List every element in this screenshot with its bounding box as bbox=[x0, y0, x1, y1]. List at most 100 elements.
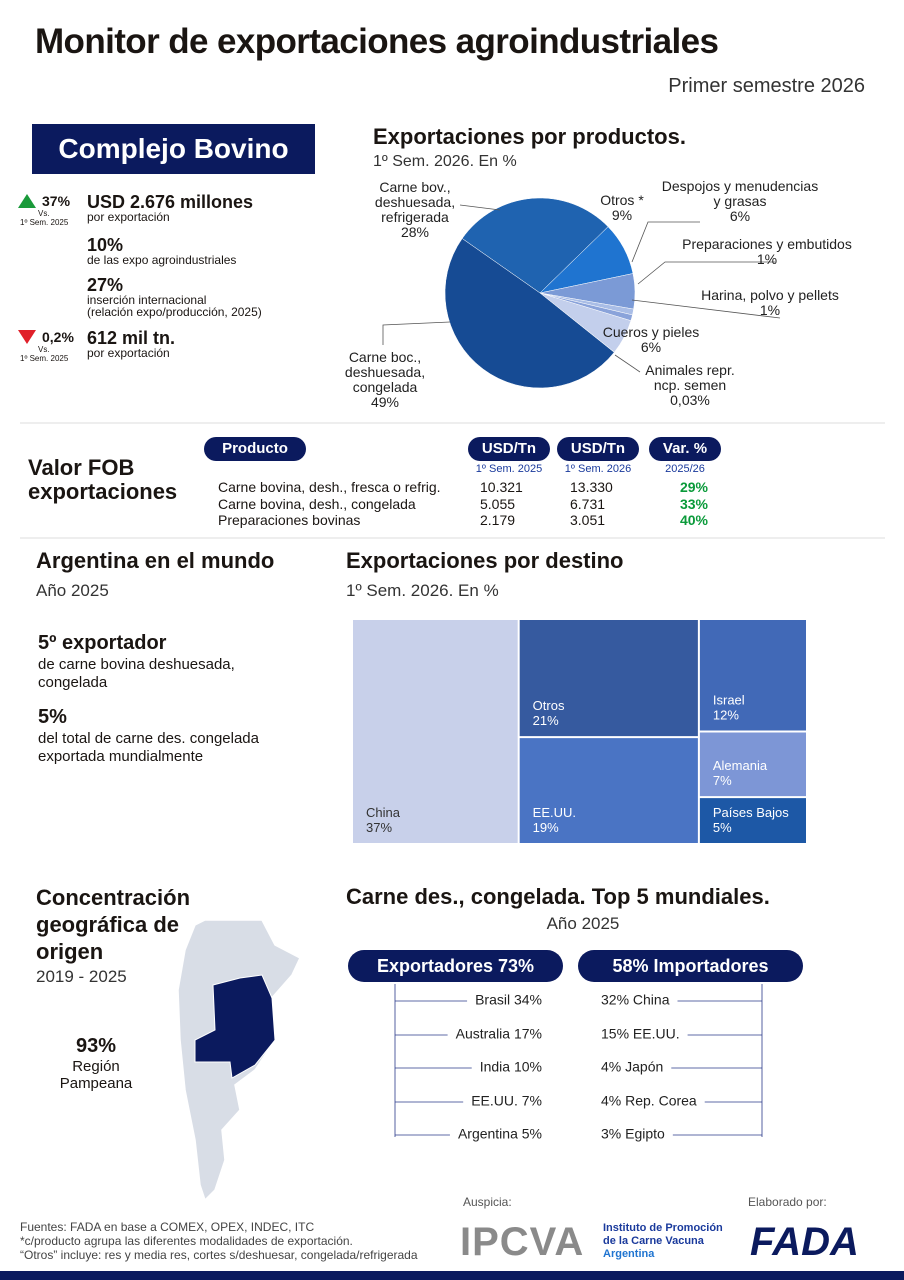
footer-source: *c/producto agrupa las diferentes modali… bbox=[20, 1234, 353, 1248]
stat-value: 612 mil tn. bbox=[87, 328, 176, 348]
section-title: Carne des., congelada. Top 5 mundiales. bbox=[346, 884, 770, 909]
page-subtitle: Primer semestre 2026 bbox=[668, 75, 865, 97]
pie-label: Preparaciones y embutidos 1% bbox=[667, 237, 867, 267]
table-cell: 5.055 bbox=[480, 496, 516, 512]
footer-source: Fuentes: FADA en base a COMEX, OPEX, IND… bbox=[20, 1220, 315, 1234]
leader-line bbox=[459, 204, 501, 211]
fact-desc: de carne bovina deshuesada, congelada bbox=[38, 656, 235, 691]
category-label: Otros * bbox=[600, 192, 644, 208]
sponsor-logo: IPCVA bbox=[460, 1220, 585, 1264]
stat-label: Región Pampeana bbox=[59, 1058, 133, 1092]
sponsor-name: Instituto de Promoción de la Carne Vacun… bbox=[603, 1222, 723, 1247]
pie-slice bbox=[461, 197, 609, 294]
list-item: 15% EE.UU. bbox=[601, 1026, 680, 1042]
fact-desc: del total de carne des. congelada export… bbox=[38, 730, 259, 765]
leader-line bbox=[382, 321, 451, 345]
footer-label: Auspicia: bbox=[463, 1195, 512, 1209]
stat-desc: por exportación bbox=[87, 210, 170, 224]
list-item: Argentina 5% bbox=[458, 1126, 542, 1142]
stat-desc: por exportación bbox=[87, 346, 170, 360]
category-label: Carne bov., deshuesada, refrigerada bbox=[374, 179, 456, 225]
category-label: Cueros y pieles bbox=[602, 324, 700, 340]
fact-value: 5º exportador bbox=[38, 632, 167, 654]
pie-label: Cueros y pieles 6% bbox=[591, 325, 711, 355]
treemap-cell bbox=[519, 738, 698, 843]
leader-line bbox=[637, 261, 775, 285]
section-title: Complejo Bovino bbox=[32, 124, 315, 174]
stat-desc: de las expo agroindustriales bbox=[87, 253, 237, 267]
stat-value: 27% bbox=[87, 275, 124, 295]
category-label: Carne boc., deshuesada, congelada bbox=[344, 349, 426, 395]
table-header: Var. % bbox=[649, 437, 721, 461]
list-item: 32% China bbox=[601, 992, 670, 1008]
page-title: Monitor de exportaciones agroindustriale… bbox=[35, 22, 719, 61]
treemap-cell bbox=[699, 620, 806, 731]
category-label: Despojos y menudencias y grasas bbox=[661, 178, 819, 209]
category-label: China bbox=[366, 805, 401, 820]
chart-title: Exportaciones por productos. bbox=[373, 124, 686, 149]
category-label: Países Bajos bbox=[713, 805, 789, 820]
footer-label: Elaborado por: bbox=[748, 1195, 827, 1209]
pie-label: Carne boc., deshuesada, congelada 49% bbox=[335, 350, 435, 410]
table-cell: 13.330 bbox=[570, 479, 613, 495]
table-header: Producto bbox=[204, 437, 306, 461]
pie-label: Despojos y menudencias y grasas 6% bbox=[660, 179, 820, 224]
treemap-cell bbox=[699, 732, 806, 797]
stat-vs: Vs. bbox=[38, 345, 50, 354]
table-cell: 29% bbox=[679, 479, 708, 495]
chart-subtitle: 1º Sem. 2026. En % bbox=[346, 581, 499, 600]
chart-title: Exportaciones por destino bbox=[346, 548, 624, 573]
table-cell: 6.731 bbox=[570, 496, 606, 512]
value-label: 1% bbox=[759, 302, 781, 318]
value-label: 5% bbox=[713, 820, 732, 835]
stat-value: USD 2.676 millones bbox=[87, 192, 254, 212]
value-label: 6% bbox=[640, 339, 662, 355]
stat-desc: inserción internacional bbox=[87, 293, 207, 307]
table-subheader: 1º Sem. 2025 bbox=[475, 463, 543, 475]
stat-desc: (relación expo/producción, 2025) bbox=[87, 305, 262, 319]
stat-value: 93% bbox=[75, 1035, 117, 1057]
table-cell: Carne bovina, desh., fresca o refrig. bbox=[218, 479, 441, 495]
category-label: Israel bbox=[713, 693, 745, 708]
pie-label: Harina, polvo y pellets 1% bbox=[685, 288, 855, 318]
footer-source: “Otros” incluye: res y media res, cortes… bbox=[20, 1248, 418, 1262]
list-item: India 10% bbox=[480, 1059, 542, 1075]
trend-arrow bbox=[18, 330, 36, 344]
list-item: 3% Egipto bbox=[601, 1126, 665, 1142]
value-label: 21% bbox=[533, 713, 559, 728]
value-label: 7% bbox=[713, 773, 732, 788]
value-label: 1% bbox=[756, 251, 778, 267]
list-item: Australia 17% bbox=[456, 1026, 542, 1042]
leader-line bbox=[631, 221, 700, 263]
table-header: USD/Tn bbox=[468, 437, 550, 461]
category-label: Otros bbox=[533, 698, 565, 713]
pie-slice bbox=[444, 238, 615, 389]
treemap-cell bbox=[699, 798, 806, 843]
list-item: 4% Rep. Corea bbox=[601, 1093, 697, 1109]
table-header: USD/Tn bbox=[557, 437, 639, 461]
sponsor-country: Argentina bbox=[603, 1248, 655, 1260]
fact-value: 5% bbox=[38, 706, 67, 728]
value-label: 0,03% bbox=[670, 392, 710, 408]
treemap-cell bbox=[519, 620, 698, 737]
section-subtitle: 2019 - 2025 bbox=[36, 967, 127, 986]
section-title: Concentración geográfica de origen bbox=[36, 885, 191, 964]
section-subtitle: Año 2025 bbox=[36, 581, 109, 600]
pie-label: Carne bov., deshuesada, refrigerada 28% bbox=[365, 180, 465, 240]
category-label: Preparaciones y embutidos bbox=[682, 236, 852, 252]
category-label: Harina, polvo y pellets bbox=[701, 287, 839, 303]
table-subheader: 2025/26 bbox=[665, 463, 705, 475]
value-label: 6% bbox=[729, 208, 751, 224]
leader-line bbox=[614, 354, 641, 373]
footer-bar bbox=[0, 1271, 904, 1280]
map-pampeana bbox=[194, 974, 276, 1079]
value-label: 19% bbox=[533, 820, 559, 835]
value-label: 9% bbox=[611, 207, 633, 223]
stat-value: 10% bbox=[87, 235, 124, 255]
leader-line bbox=[631, 299, 781, 319]
table-cell: Carne bovina, desh., congelada bbox=[218, 496, 416, 512]
pie-label: Animales repr. ncp. semen 0,03% bbox=[635, 363, 745, 408]
list-header: Exportadores 73% bbox=[348, 950, 563, 982]
